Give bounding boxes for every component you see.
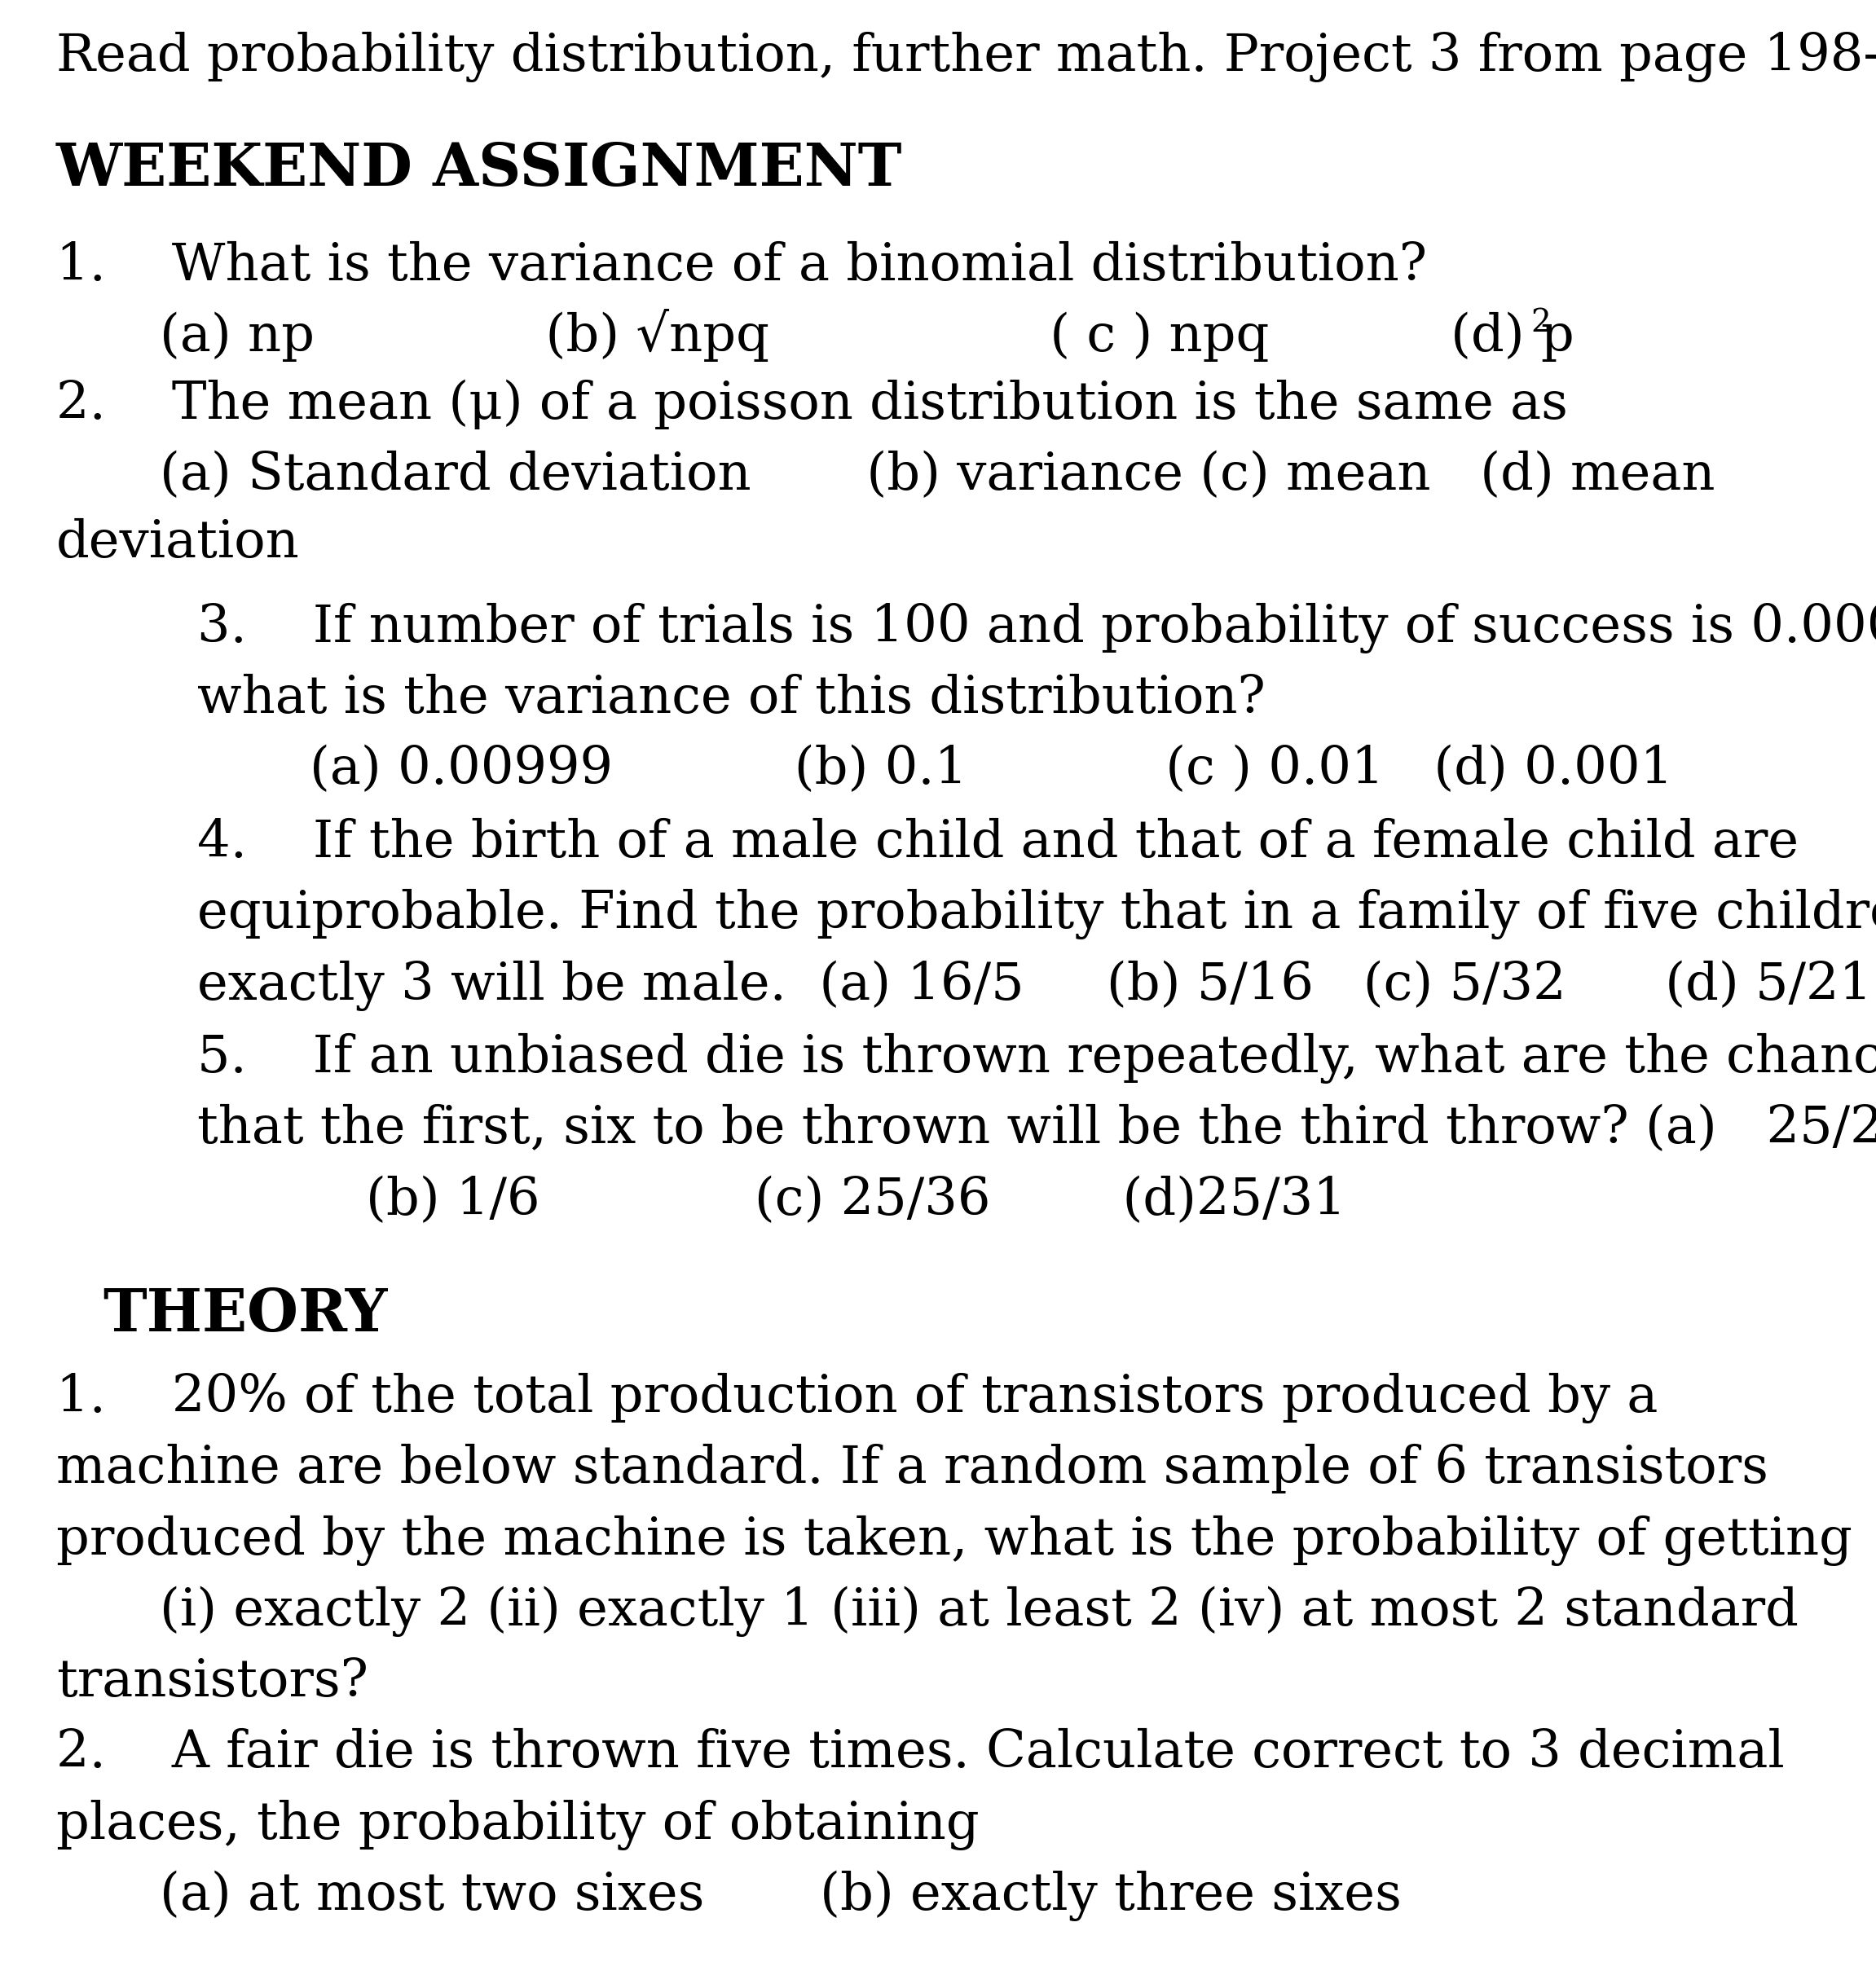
Text: 5.    If an unbiased die is thrown repeatedly, what are the chances: 5. If an unbiased die is thrown repeated… — [197, 1033, 1876, 1084]
Text: 3.    If number of trials is 100 and probability of success is 0.0001,: 3. If number of trials is 100 and probab… — [197, 602, 1876, 654]
Text: THEORY: THEORY — [103, 1286, 388, 1343]
Text: places, the probability of obtaining: places, the probability of obtaining — [56, 1799, 979, 1851]
Text: (a) at most two sixes       (b) exactly three sixes: (a) at most two sixes (b) exactly three … — [159, 1870, 1401, 1922]
Text: WEEKEND ASSIGNMENT: WEEKEND ASSIGNMENT — [56, 140, 902, 198]
Text: produced by the machine is taken, what is the probability of getting: produced by the machine is taken, what i… — [56, 1515, 1852, 1566]
Text: 2.    A fair die is thrown five times. Calculate correct to 3 decimal: 2. A fair die is thrown five times. Calc… — [56, 1728, 1784, 1778]
Text: Read probability distribution, further math. Project 3 from page 198-201.: Read probability distribution, further m… — [56, 32, 1876, 83]
Text: (a) 0.00999           (b) 0.1            (c ) 0.01   (d) 0.001: (a) 0.00999 (b) 0.1 (c ) 0.01 (d) 0.001 — [310, 745, 1673, 794]
Text: what is the variance of this distribution?: what is the variance of this distributio… — [197, 673, 1264, 723]
Text: 2.    The mean (μ) of a poisson distribution is the same as: 2. The mean (μ) of a poisson distributio… — [56, 379, 1568, 429]
Text: (i) exactly 2 (ii) exactly 1 (iii) at least 2 (iv) at most 2 standard: (i) exactly 2 (ii) exactly 1 (iii) at le… — [159, 1586, 1799, 1637]
Text: that the first, six to be thrown will be the third throw? (a)   25/216: that the first, six to be thrown will be… — [197, 1104, 1876, 1153]
Text: (b) 1/6             (c) 25/36        (d)25/31: (b) 1/6 (c) 25/36 (d)25/31 — [366, 1175, 1347, 1225]
Text: (a) Standard deviation       (b) variance (c) mean   (d) mean: (a) Standard deviation (b) variance (c) … — [159, 450, 1715, 500]
Text: (a) np              (b) √npq                 ( c ) npq           (d) p: (a) np (b) √npq ( c ) npq (d) p — [159, 310, 1574, 361]
Text: 1.    20% of the total production of transistors produced by a: 1. 20% of the total production of transi… — [56, 1373, 1658, 1424]
Text: 4.    If the birth of a male child and that of a female child are: 4. If the birth of a male child and that… — [197, 818, 1799, 867]
Text: machine are below standard. If a random sample of 6 transistors: machine are below standard. If a random … — [56, 1444, 1769, 1493]
Text: 1.    What is the variance of a binomial distribution?: 1. What is the variance of a binomial di… — [56, 241, 1428, 290]
Text: exactly 3 will be male.  (a) 16/5     (b) 5/16   (c) 5/32      (d) 5/21: exactly 3 will be male. (a) 16/5 (b) 5/1… — [197, 960, 1872, 1011]
Text: deviation: deviation — [56, 517, 300, 567]
Text: equiprobable. Find the probability that in a family of five children: equiprobable. Find the probability that … — [197, 889, 1876, 940]
Text: 2: 2 — [1531, 308, 1551, 338]
Text: transistors?: transistors? — [56, 1657, 368, 1706]
